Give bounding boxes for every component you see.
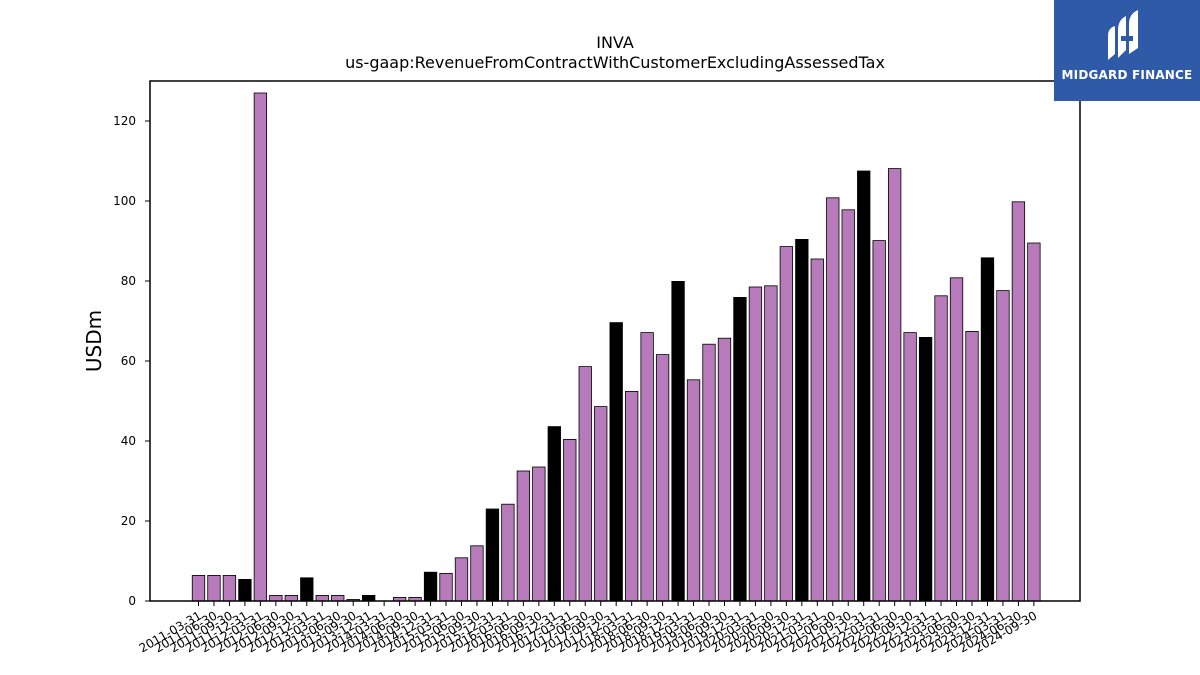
bar-2022-06-30 (888, 168, 902, 602)
bar-2023-09-30 (965, 330, 979, 602)
brand-name: MIDGARD FINANCE (1061, 68, 1193, 82)
bar-2018-03-31 (625, 390, 639, 602)
midgard-logo-icon (1108, 10, 1138, 60)
bar-2021-06-30 (826, 197, 840, 602)
bar-2022-09-30 (903, 332, 917, 602)
bar-2019-09-30 (717, 337, 732, 602)
bar-2011-09-30 (222, 575, 237, 602)
bar-2013-03-31 (315, 595, 329, 602)
bar-2019-12-31 (733, 296, 747, 602)
bar-2015-06-30 (454, 557, 469, 602)
chart-subtitle: us-gaap:RevenueFromContractWithCustomerE… (345, 53, 885, 72)
bar-series (191, 92, 1041, 602)
bar-2018-12-31 (671, 280, 685, 602)
bar-2013-06-30 (331, 595, 345, 602)
bar-2016-06-30 (516, 470, 531, 602)
y-tick-label: 60 (121, 354, 136, 368)
x-axis: 2011-03-312011-06-302011-09-302011-12-31… (137, 601, 1039, 655)
y-axis: 0 20 40 60 80 100 120 (113, 114, 150, 608)
bar-2023-06-30 (949, 277, 964, 602)
bar-2016-09-30 (532, 466, 546, 602)
bar-2019-03-31 (686, 379, 701, 602)
y-tick-label: 0 (128, 594, 136, 608)
bar-2020-06-30 (764, 285, 778, 602)
bar-2024-09-30 (1027, 242, 1041, 602)
bar-2019-06-30 (702, 343, 716, 602)
bar-2013-12-31 (362, 595, 376, 602)
bar-2011-12-31 (238, 579, 252, 602)
bar-2021-09-30 (841, 209, 855, 602)
bar-2012-06-30 (269, 595, 283, 602)
bar-2016-12-31 (547, 426, 561, 602)
bar-2021-03-31 (810, 258, 824, 602)
y-axis-label: USDm (82, 310, 106, 372)
bar-2022-12-31 (918, 336, 933, 602)
y-tick-label: 100 (113, 194, 136, 208)
bar-2023-12-31 (980, 257, 995, 602)
bar-2020-12-31 (795, 238, 809, 602)
bar-2023-03-31 (934, 295, 948, 602)
bar-2012-03-31 (253, 92, 268, 602)
bar-2017-03-31 (563, 438, 577, 602)
bar-2015-03-31 (439, 573, 453, 602)
bar-2024-06-30 (1011, 201, 1026, 602)
bar-2011-06-30 (207, 575, 221, 602)
bar-2017-12-31 (609, 322, 623, 602)
y-tick-label: 40 (121, 434, 136, 448)
bar-2022-03-31 (872, 240, 886, 602)
bar-2012-12-31 (300, 577, 314, 602)
bar-2020-03-31 (748, 286, 763, 602)
bar-2020-09-30 (779, 246, 794, 602)
bar-2015-12-31 (485, 508, 500, 602)
bar-2018-06-30 (640, 332, 654, 602)
brand-logo: MIDGARD FINANCE (1054, 0, 1200, 101)
bar-2018-09-30 (655, 354, 670, 602)
bar-2011-03-31 (191, 575, 206, 602)
plot-frame (149, 80, 1081, 602)
bar-2017-09-30 (594, 406, 608, 602)
bar-2021-12-31 (857, 170, 871, 602)
chart-title: INVA (596, 33, 634, 52)
bar-2012-09-30 (284, 595, 298, 602)
bar-2014-12-31 (423, 571, 438, 602)
y-tick-label: 20 (121, 514, 136, 528)
y-tick-label: 120 (113, 114, 136, 128)
bar-2024-03-31 (996, 290, 1010, 602)
bar-2017-06-30 (578, 366, 592, 602)
bar-2015-09-30 (470, 545, 484, 602)
bar-2016-03-31 (501, 503, 515, 602)
y-tick-label: 80 (121, 274, 136, 288)
